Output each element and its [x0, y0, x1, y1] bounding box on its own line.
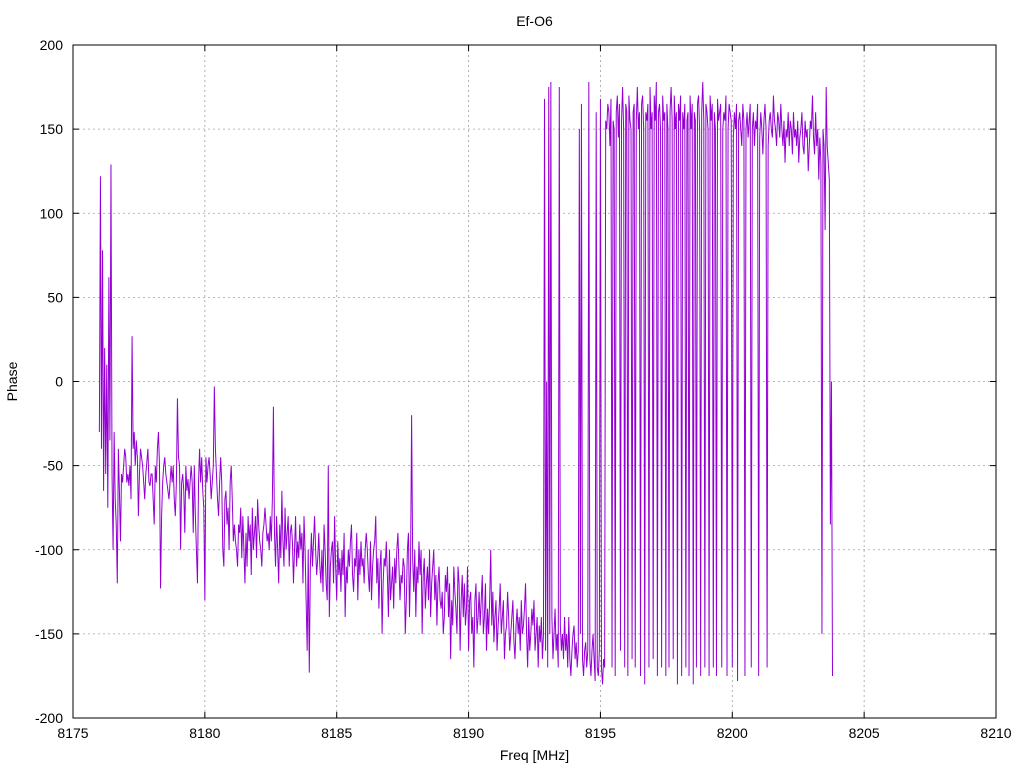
x-tick-label: 8195 — [585, 725, 616, 741]
x-tick-label: 8175 — [57, 725, 88, 741]
y-tick-label: 200 — [40, 37, 64, 53]
series-layer — [98, 81, 833, 685]
x-tick-label: 8190 — [453, 725, 484, 741]
y-axis-label: Phase — [4, 361, 20, 401]
x-tick-label: 8185 — [321, 725, 352, 741]
phase-series-line — [98, 81, 833, 685]
x-tick-label: 8205 — [849, 725, 880, 741]
y-tick-label: 50 — [47, 289, 63, 305]
x-tick-label: 8210 — [980, 725, 1011, 741]
x-axis-label: Freq [MHz] — [500, 747, 569, 763]
chart-title: Ef-O6 — [516, 13, 553, 29]
x-tick-label: 8200 — [717, 725, 748, 741]
y-tick-label: 100 — [40, 205, 64, 221]
y-tick-label: -100 — [35, 542, 63, 558]
axis-ticks: 8175 8180 8185 8190 8195 8200 8205 8210 -200 -150… — [35, 37, 1012, 741]
x-tick-label: 8180 — [189, 725, 220, 741]
y-tick-label: 0 — [55, 374, 63, 390]
y-tick-label: -200 — [35, 710, 63, 726]
y-tick-label: 150 — [40, 121, 64, 137]
y-tick-label: -150 — [35, 626, 63, 642]
y-tick-label: -50 — [43, 458, 63, 474]
